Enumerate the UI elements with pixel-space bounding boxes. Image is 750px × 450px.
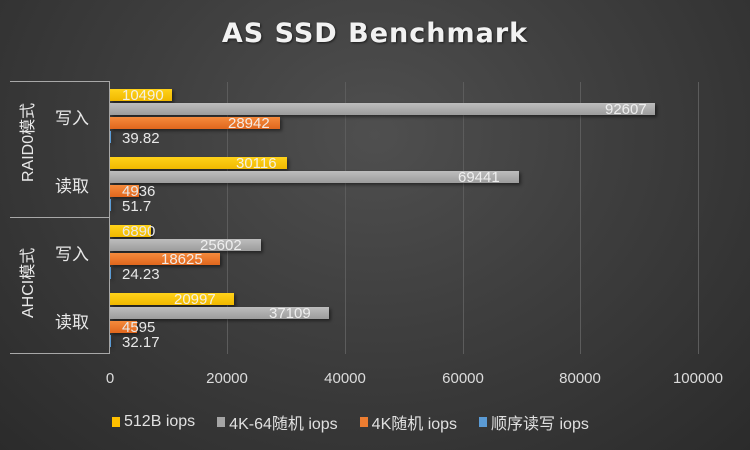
- x-tick: 100000: [672, 370, 724, 387]
- value-label: 37109: [269, 305, 311, 322]
- value-label: 92607: [605, 101, 647, 118]
- category-label-raid0-write: 写入: [55, 109, 89, 128]
- value-label: 24.23: [122, 266, 160, 283]
- gridline-40000: [345, 82, 346, 354]
- group-divider-mid: [10, 217, 110, 218]
- bar-ahci-read-4k64[interactable]: [110, 307, 329, 319]
- bar-raid0-read-seq[interactable]: [110, 199, 111, 211]
- value-label: 32.17: [122, 334, 160, 351]
- group-label-ahci: AHCI模式: [20, 247, 37, 318]
- legend-swatch-blue-icon: [479, 417, 488, 427]
- bar-raid0-read-512b[interactable]: [110, 157, 287, 169]
- gridline-100000: [698, 82, 699, 354]
- bar-ahci-read-4k[interactable]: [110, 321, 137, 333]
- bar-ahci-write-512b[interactable]: [110, 225, 151, 237]
- value-label: 6890: [122, 223, 156, 240]
- value-label: 69441: [458, 169, 500, 186]
- bar-ahci-write-seq[interactable]: [110, 267, 111, 279]
- legend-label: 512B iops: [124, 413, 196, 430]
- value-label: 10490: [122, 87, 164, 104]
- category-label-ahci-read: 读取: [55, 313, 89, 332]
- gridline-20000: [227, 82, 228, 354]
- legend-item-4k[interactable]: 4K随机 iops: [359, 410, 458, 434]
- category-label-raid0-read: 读取: [55, 177, 89, 196]
- bar-raid0-read-4k[interactable]: [110, 185, 139, 197]
- x-tick: 40000: [324, 370, 366, 387]
- group-label-raid0: RAID0模式: [20, 102, 37, 182]
- value-label: 51.7: [122, 198, 152, 215]
- bar-raid0-write-4k64[interactable]: [110, 103, 655, 115]
- legend-label: 4K-64随机 iops: [229, 416, 338, 433]
- bar-ahci-write-4k64[interactable]: [110, 239, 261, 251]
- legend-label: 顺序读写 iops: [491, 416, 589, 433]
- legend-item-512b[interactable]: 512B iops: [112, 413, 195, 431]
- value-label: 4595: [122, 319, 156, 336]
- category-label-ahci-write: 写入: [55, 245, 89, 264]
- bar-ahci-write-4k[interactable]: [110, 253, 220, 265]
- legend-label: 4K随机 iops: [371, 416, 458, 433]
- value-label: 39.82: [122, 130, 160, 147]
- gridline-60000: [463, 82, 464, 354]
- x-tick: 20000: [206, 370, 248, 387]
- bar-raid0-write-seq[interactable]: [110, 131, 111, 143]
- legend-item-4k64[interactable]: 4K-64随机 iops: [217, 410, 338, 434]
- x-tick: 80000: [559, 370, 601, 387]
- value-label: 18625: [161, 251, 203, 268]
- chart-title: AS SSD Benchmark: [221, 18, 529, 49]
- value-label: 25602: [200, 237, 242, 254]
- legend: 512B iops 4K-64随机 iops 4K随机 iops 顺序读写 io…: [112, 410, 611, 434]
- legend-swatch-gray-icon: [217, 417, 226, 427]
- bar-raid0-write-512b[interactable]: [110, 89, 172, 101]
- legend-swatch-yellow-icon: [112, 417, 120, 427]
- value-label: 4936: [122, 183, 156, 200]
- bar-ahci-read-512b[interactable]: [110, 293, 234, 305]
- group-divider-bottom: [10, 353, 110, 354]
- gridline-80000: [580, 82, 581, 354]
- x-tick: 60000: [442, 370, 484, 387]
- value-label: 30116: [236, 155, 277, 172]
- value-label: 20997: [174, 291, 216, 308]
- category-axis-line: [109, 82, 110, 354]
- bar-ahci-read-seq[interactable]: [110, 335, 111, 347]
- bar-raid0-write-4k[interactable]: [110, 117, 280, 129]
- value-label: 28942: [228, 115, 270, 132]
- bar-raid0-read-4k64[interactable]: [110, 171, 519, 183]
- legend-swatch-orange-icon: [359, 417, 368, 427]
- legend-item-seq[interactable]: 顺序读写 iops: [479, 410, 589, 434]
- group-divider-top: [10, 81, 110, 82]
- x-tick: 0: [105, 370, 115, 387]
